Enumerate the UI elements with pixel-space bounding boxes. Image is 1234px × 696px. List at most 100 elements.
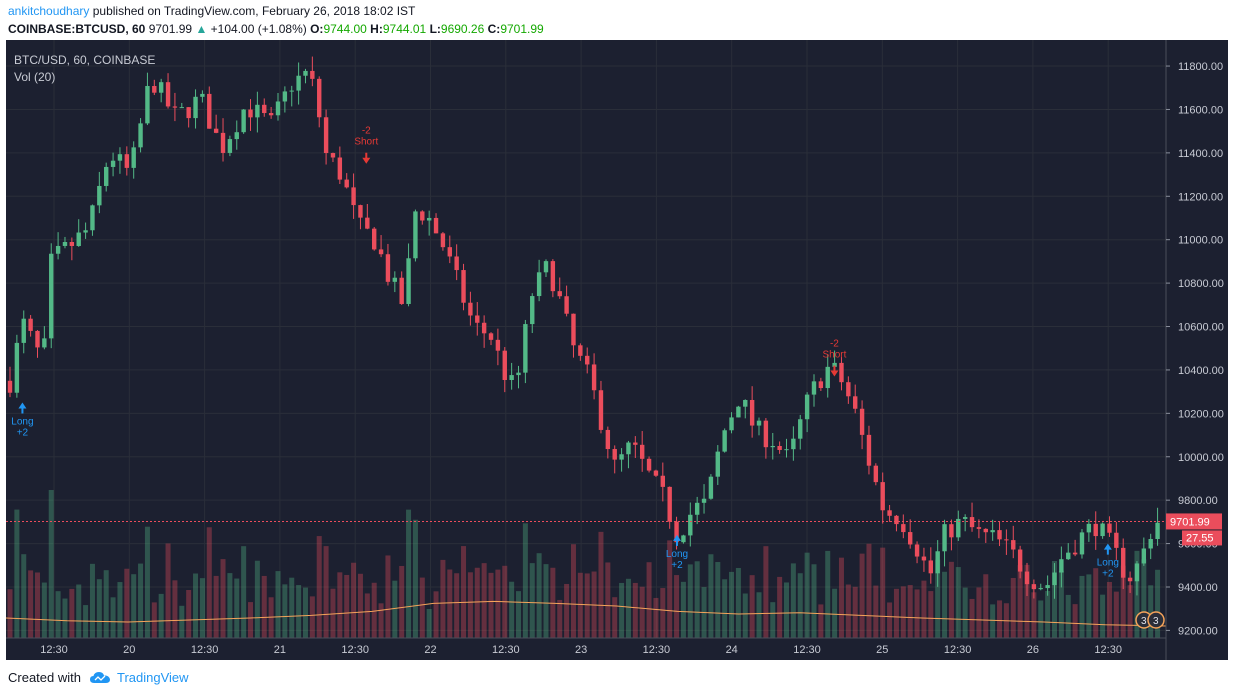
volume-bar — [69, 588, 75, 638]
candle-body — [804, 394, 810, 420]
candle-body — [536, 272, 542, 297]
candle-body — [1017, 549, 1023, 572]
candle-body — [454, 256, 459, 271]
price-scale[interactable]: 11800.00 11600.00 11400.00 11200.00 11000.00… — [1166, 61, 1224, 637]
volume-bar — [433, 591, 439, 638]
short-arrow-icon — [362, 152, 371, 164]
volume-bar — [969, 598, 975, 638]
y-tick-label: 10200.00 — [1178, 408, 1224, 420]
volume-bar — [660, 588, 666, 638]
candle-body — [268, 113, 274, 116]
candle-body — [317, 78, 322, 118]
x-tick-label: 12:30 — [40, 644, 68, 656]
volume-bar — [832, 588, 838, 638]
footer: Created with TradingView — [8, 670, 189, 685]
time-scale[interactable]: 12:30 20 12:30 21 12:30 22 12:30 23 12:30 24 12:30… — [40, 644, 1122, 656]
volume-bar — [447, 569, 453, 638]
volume-bar — [598, 531, 604, 638]
candle-body — [942, 524, 947, 552]
low-value: 9690.26 — [440, 22, 485, 36]
volume-bar — [124, 568, 130, 638]
high-label: H: — [370, 22, 383, 36]
volume-bar — [193, 573, 199, 638]
volume-bar — [790, 563, 796, 638]
candle-body — [550, 261, 556, 292]
high-value: 9744.01 — [382, 22, 427, 36]
candle-body — [688, 514, 693, 536]
candle-body — [1079, 532, 1085, 555]
candle-body — [660, 475, 666, 487]
candle-body — [1024, 571, 1030, 585]
volume-bar — [289, 577, 295, 638]
candle-body — [21, 318, 26, 343]
candle-body — [76, 232, 81, 246]
volume-bar — [1100, 594, 1106, 638]
candle-body — [138, 123, 143, 148]
tradingview-link[interactable]: TradingView — [116, 670, 189, 685]
candle-body — [729, 417, 734, 431]
signal-label: Short — [822, 349, 846, 360]
candle-body — [371, 228, 377, 250]
candle-body — [158, 82, 164, 93]
volume-bar — [1072, 604, 1078, 638]
volume-bar — [296, 585, 302, 638]
x-tick-label: 12:30 — [643, 644, 671, 656]
candle-body — [495, 339, 501, 351]
candle-body — [956, 518, 961, 538]
candle-body — [825, 366, 830, 389]
volume-bar — [241, 546, 247, 638]
volume-bar — [577, 572, 583, 638]
volume-bar — [302, 587, 308, 638]
signal-qty: +2 — [671, 560, 683, 571]
volume-bar — [206, 527, 212, 638]
candle-body — [777, 445, 782, 450]
volume-bar — [680, 581, 686, 638]
signal-label: Short — [354, 137, 378, 148]
volume-bar — [990, 604, 996, 638]
y-tick-label: 10000.00 — [1178, 452, 1224, 464]
volume-bar — [344, 574, 350, 638]
author-link[interactable]: ankitchoudhary — [8, 4, 90, 18]
candle-body — [798, 419, 803, 439]
candle-body — [165, 82, 171, 107]
volume-bar — [873, 585, 879, 638]
y-tick-label: 11200.00 — [1178, 191, 1223, 203]
volume-bar — [1058, 570, 1064, 638]
symbol-ohlc-bar: COINBASE:BTCUSD, 60 9701.99 ▲ +104.00 (+… — [8, 22, 544, 36]
volume-indicator-label: Vol (20) — [14, 70, 55, 84]
volume-bar — [948, 561, 954, 638]
candle-body — [28, 318, 33, 331]
flags-icon[interactable]: 3 3 — [1135, 611, 1165, 629]
candle-body — [509, 375, 514, 381]
volume-bar — [62, 598, 68, 638]
volume-bar — [962, 587, 968, 638]
signal-label: Long — [1097, 558, 1119, 569]
volume-bar — [474, 567, 480, 638]
candle-body — [323, 117, 329, 154]
candle-body — [392, 277, 398, 282]
volume-bar — [158, 593, 164, 638]
x-tick-label: 23 — [575, 644, 587, 656]
candle-body — [1052, 572, 1057, 586]
volume-bar — [117, 582, 123, 638]
volume-bar — [564, 583, 570, 638]
x-tick-label: 12:30 — [944, 644, 972, 656]
x-tick-label: 12:30 — [793, 644, 821, 656]
volume-bar — [199, 578, 205, 638]
candle-body — [124, 154, 130, 168]
volume-bar — [866, 543, 872, 638]
candle-body — [1059, 559, 1064, 573]
candle-body — [557, 291, 562, 297]
signal-label: Long — [11, 416, 33, 427]
volume-bar — [818, 604, 824, 638]
candle-body — [83, 230, 88, 233]
candle-body — [262, 104, 267, 114]
candle-body — [715, 451, 720, 477]
candle-body — [1127, 577, 1133, 582]
candle-body — [433, 217, 439, 234]
price-change: +104.00 (+1.08%) — [210, 22, 307, 36]
volume-bar — [838, 557, 844, 638]
x-tick-label: 22 — [424, 644, 436, 656]
candle-body — [289, 90, 294, 92]
